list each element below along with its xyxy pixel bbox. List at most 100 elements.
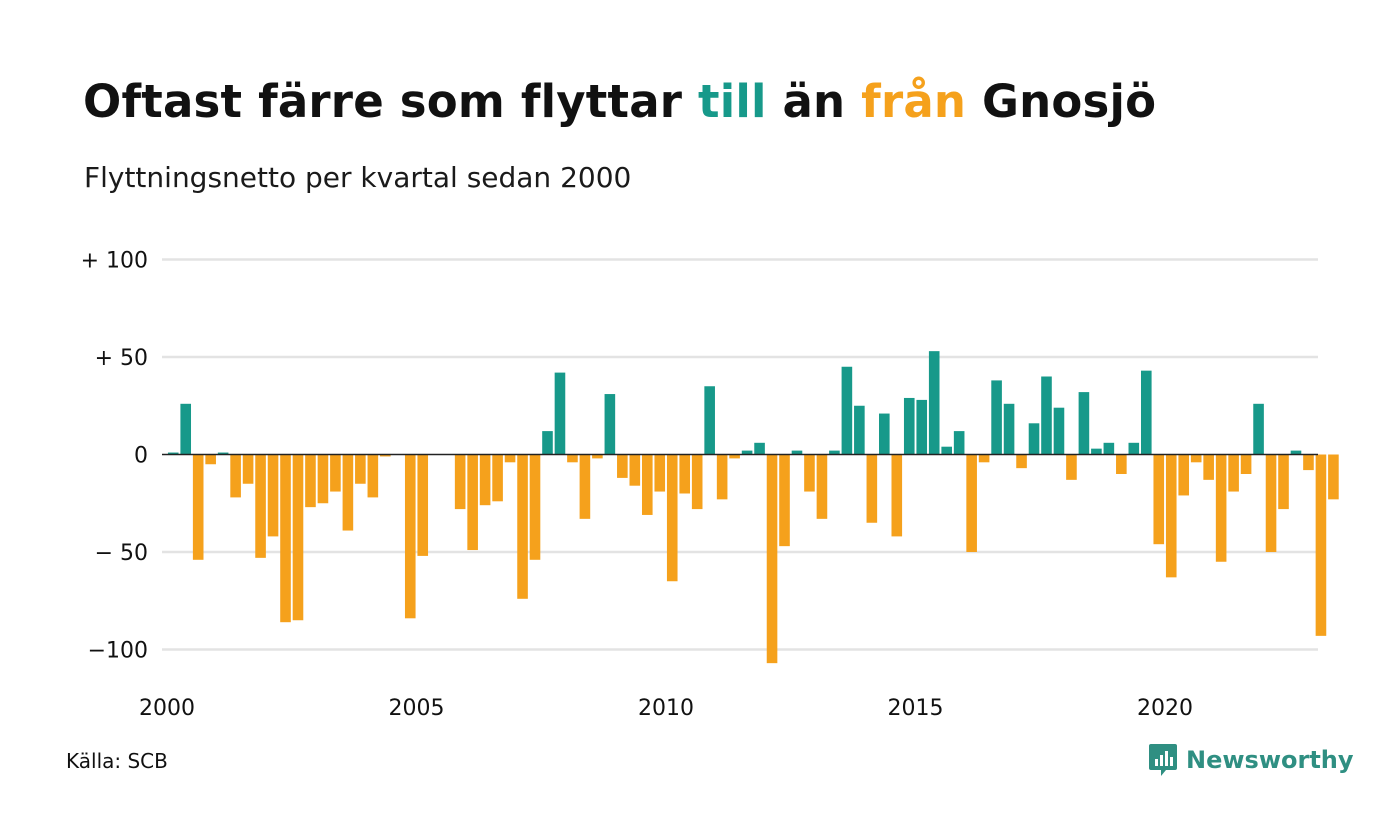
bar xyxy=(567,454,578,463)
bar xyxy=(666,454,678,582)
x-tick-label: 2020 xyxy=(1137,696,1193,721)
bar xyxy=(305,454,316,508)
bar-chart-icon xyxy=(1149,744,1177,776)
bar xyxy=(991,380,1002,455)
source-label: Källa: SCB xyxy=(66,749,168,773)
y-tick-label: + 100 xyxy=(81,249,148,274)
bar xyxy=(217,452,229,455)
bar xyxy=(417,454,429,556)
y-tick-label: + 50 xyxy=(95,346,148,371)
bar xyxy=(1140,370,1152,455)
title-to-word: till xyxy=(698,75,767,128)
bar xyxy=(766,454,778,664)
bar xyxy=(1103,442,1115,455)
bar xyxy=(617,454,628,478)
bar xyxy=(1066,454,1077,480)
bar xyxy=(367,454,379,498)
x-tick-label: 2005 xyxy=(389,696,445,721)
y-axis-ticks: + 100 + 50 0 − 50 −100 xyxy=(81,249,148,664)
bar xyxy=(230,454,241,498)
bar xyxy=(1003,403,1015,455)
bar xyxy=(779,454,790,547)
bar xyxy=(1228,454,1239,492)
bar xyxy=(1091,448,1102,455)
bar xyxy=(1116,454,1127,474)
bar xyxy=(467,454,478,551)
bar xyxy=(180,403,192,455)
bar xyxy=(1278,454,1289,510)
gridlines xyxy=(162,258,1318,651)
bar xyxy=(529,454,541,560)
bar xyxy=(691,454,703,510)
bar xyxy=(479,454,491,506)
brand-name: Newsworthy xyxy=(1186,746,1354,774)
title-part-2: än xyxy=(766,75,862,128)
bar xyxy=(704,386,715,455)
bar xyxy=(492,454,503,502)
bar xyxy=(604,394,616,455)
bar xyxy=(1053,407,1065,455)
bar xyxy=(1128,442,1140,455)
bar xyxy=(641,454,653,515)
bar xyxy=(292,454,304,621)
bar xyxy=(1315,454,1327,636)
bar xyxy=(903,397,915,455)
bar xyxy=(928,351,940,455)
bar xyxy=(1240,454,1252,474)
bar xyxy=(1265,454,1277,552)
x-tick-label: 2015 xyxy=(888,696,944,721)
bar xyxy=(804,454,815,492)
bar xyxy=(1253,403,1264,455)
bar xyxy=(629,454,641,486)
title-part-1: Oftast färre som flyttar xyxy=(83,75,699,128)
bar xyxy=(317,454,329,504)
y-tick-label: −100 xyxy=(88,639,148,664)
x-axis-ticks: 2000 2005 2010 2015 2020 xyxy=(139,696,1193,721)
bar xyxy=(517,454,528,599)
bar xyxy=(816,454,828,519)
bar xyxy=(1153,454,1165,545)
x-tick-label: 2000 xyxy=(139,696,195,721)
bar xyxy=(592,454,603,459)
bar xyxy=(1028,423,1040,455)
bar xyxy=(255,454,266,558)
bar xyxy=(342,454,354,531)
bar xyxy=(167,452,179,455)
x-tick-label: 2010 xyxy=(638,696,694,721)
bar xyxy=(1290,450,1302,455)
chart-title: Oftast färre som flyttar till än från Gn… xyxy=(83,70,1156,134)
y-tick-label: − 50 xyxy=(95,541,148,566)
bar xyxy=(916,399,928,455)
bar xyxy=(953,431,965,455)
title-part-3: Gnosjö xyxy=(966,75,1157,128)
bar xyxy=(192,454,204,560)
bar xyxy=(579,454,591,519)
bar xyxy=(1165,454,1177,578)
bar xyxy=(1303,454,1314,471)
bar xyxy=(554,372,566,455)
bar xyxy=(679,454,691,494)
bar xyxy=(1203,454,1214,480)
y-tick-label: 0 xyxy=(134,444,148,469)
bar xyxy=(841,366,853,455)
bar xyxy=(205,454,216,465)
bar xyxy=(1078,392,1090,455)
bar xyxy=(330,454,341,492)
bar xyxy=(654,454,666,492)
bar xyxy=(754,442,765,455)
bars xyxy=(167,351,1339,664)
bar xyxy=(729,454,740,459)
bar xyxy=(829,450,840,455)
bar xyxy=(242,454,254,484)
bar xyxy=(879,413,890,455)
bar xyxy=(741,450,753,455)
bar xyxy=(1328,454,1339,500)
bar xyxy=(716,454,728,500)
bar xyxy=(280,454,291,623)
bar xyxy=(404,454,416,619)
bar xyxy=(941,446,952,455)
bar xyxy=(1041,376,1052,455)
brand-logo: Newsworthy xyxy=(1148,742,1354,778)
bar xyxy=(380,454,391,457)
